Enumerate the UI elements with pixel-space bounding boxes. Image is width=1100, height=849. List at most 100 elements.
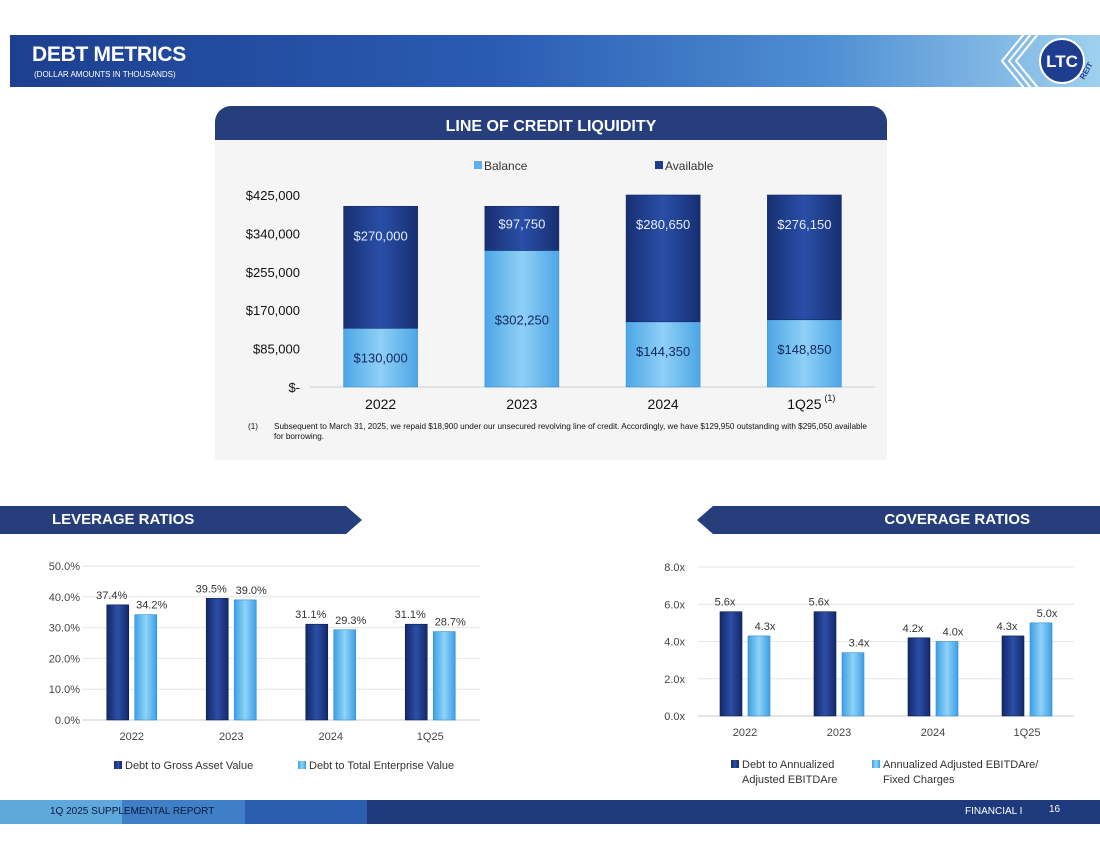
x-tick-label: 2022 [365, 396, 396, 412]
y-tick-label: $85,000 [253, 342, 300, 357]
legend-swatch [114, 761, 122, 769]
bar-value-label: 5.6x [809, 597, 830, 609]
series-a-bar [907, 637, 931, 717]
line-of-credit-banner: LINE OF CREDIT LIQUIDITY [215, 106, 887, 140]
bar-value-label: 37.4% [96, 590, 127, 602]
bar-value-label: 39.5% [196, 583, 227, 595]
legend-swatch [872, 760, 880, 768]
page-number: 16 [1049, 804, 1061, 815]
x-tick-label: 2023 [506, 396, 537, 412]
y-tick-label: $340,000 [246, 226, 300, 241]
legend-swatch [298, 761, 306, 769]
series-a-bar [813, 611, 837, 717]
balance-bar [767, 319, 842, 388]
bar-value-label: $144,350 [636, 344, 690, 359]
legend-label: Debt to Gross Asset Value [125, 760, 253, 772]
series-a-bar [205, 598, 229, 721]
legend-label: Available [665, 159, 714, 173]
bar-value-label: 5.0x [1037, 608, 1058, 620]
line-of-credit-chart: $- $85,000 $170,000 $255,000 $340,000 $425,00… [246, 159, 875, 412]
ltc-reit-logo: LTC REIT [1000, 33, 1095, 89]
bar-value-label: $148,850 [777, 342, 831, 357]
y-tick-label: 30.0% [49, 623, 80, 635]
available-bar [343, 205, 418, 329]
y-tick-label: 20.0% [49, 653, 80, 665]
bar-value-label: 31.1% [395, 609, 426, 621]
balance-bar [625, 321, 701, 388]
footnote: (1) Subsequent to March 31, 2025, we rep… [248, 422, 868, 442]
series-a-bar [106, 604, 130, 721]
legend-label: Annualized Adjusted EBITDAre/ [883, 759, 1039, 771]
page-title: DEBT METRICS [32, 43, 186, 66]
page-subtitle: (DOLLAR AMOUNTS IN THOUSANDS) [34, 70, 176, 79]
legend-swatch [655, 161, 663, 169]
footer-accent-light [0, 800, 122, 824]
legend-label: Adjusted EBITDAre [742, 774, 837, 786]
coverage-ratios-chart: 0.0x 2.0x 4.0x 6.0x 8.0x 5.6x 4.3x 2022 5.6x 3.4x… [664, 562, 1074, 786]
bar-value-label: $280,650 [636, 217, 690, 232]
bar-value-label: 39.0% [236, 585, 267, 597]
series-b-bar [333, 629, 357, 721]
logo-text: LTC [1046, 52, 1078, 71]
footnote-marker: (1) [248, 422, 259, 431]
x-tick-label: 2024 [648, 396, 679, 412]
y-tick-label: $170,000 [246, 303, 300, 318]
coverage-ratios-title: COVERAGE RATIOS [884, 511, 1030, 528]
bar-value-label: $97,750 [498, 216, 545, 231]
series-a-bar [1001, 635, 1025, 717]
y-tick-label: 4.0x [664, 637, 685, 649]
x-tick-label: 1Q25 [1014, 727, 1041, 739]
bar-value-label: 4.2x [903, 623, 924, 635]
available-bar [625, 194, 701, 323]
available-bar [767, 194, 842, 321]
legend-label: Balance [484, 159, 528, 173]
footer-accent-dark [245, 800, 367, 824]
series-b-bar [432, 631, 456, 721]
y-tick-label: $255,000 [246, 265, 300, 280]
bar-value-label: 34.2% [136, 600, 167, 612]
x-tick-label: 2023 [219, 731, 243, 743]
series-b-bar [1029, 622, 1053, 717]
x-tick-label: 2024 [921, 727, 945, 739]
y-tick-label: 8.0x [664, 562, 685, 574]
footnote-reference: (1) [824, 393, 835, 403]
y-tick-label: 0.0% [55, 715, 80, 727]
footer-section-name: FINANCIAL I [965, 806, 1023, 817]
legend-label: Debt to Total Enterprise Value [309, 760, 454, 772]
series-a-bar [305, 623, 329, 721]
y-tick-label: 10.0% [49, 684, 80, 696]
x-tick-label: 2022 [733, 727, 757, 739]
bar-value-label: 29.3% [335, 615, 366, 627]
x-tick-label: 2022 [120, 731, 144, 743]
legend-label: Fixed Charges [883, 774, 955, 786]
header-banner: DEBT METRICS (DOLLAR AMOUNTS IN THOUSAND… [10, 35, 1100, 87]
series-b-bar [935, 641, 959, 717]
bar-value-label: 3.4x [849, 638, 870, 650]
x-tick-label: 1Q25 [787, 396, 821, 412]
bar-value-label: $302,250 [495, 312, 549, 327]
y-tick-label: 40.0% [49, 592, 80, 604]
bar-value-label: $276,150 [777, 217, 831, 232]
footnote-text: Subsequent to March 31, 2025, we repaid … [274, 422, 867, 441]
y-tick-label: $- [288, 380, 300, 395]
bar-value-label: 28.7% [435, 617, 466, 629]
bar-value-label: 31.1% [295, 609, 326, 621]
y-tick-label: 6.0x [664, 599, 685, 611]
coverage-ratios-banner: COVERAGE RATIOS [697, 506, 1100, 534]
y-tick-label: 50.0% [49, 561, 80, 573]
bar-value-label: 4.3x [997, 621, 1018, 633]
footer-accent-mid [122, 800, 245, 824]
bar-value-label: $130,000 [354, 350, 408, 365]
available-bar [484, 205, 560, 251]
x-tick-label: 2024 [319, 731, 343, 743]
legend-swatch [474, 161, 482, 169]
series-b-bar [134, 614, 158, 721]
series-b-bar [233, 599, 257, 721]
series-b-bar [747, 635, 771, 717]
y-tick-label: $425,000 [246, 188, 300, 203]
series-a-bar [719, 611, 743, 717]
bar-value-label: 4.3x [755, 621, 776, 633]
y-tick-label: 0.0x [664, 711, 685, 723]
line-of-credit-title: LINE OF CREDIT LIQUIDITY [445, 118, 657, 135]
leverage-ratios-chart: 0.0% 10.0% 20.0% 30.0% 40.0% 50.0% 37.4% 34.2% 2… [49, 561, 480, 772]
